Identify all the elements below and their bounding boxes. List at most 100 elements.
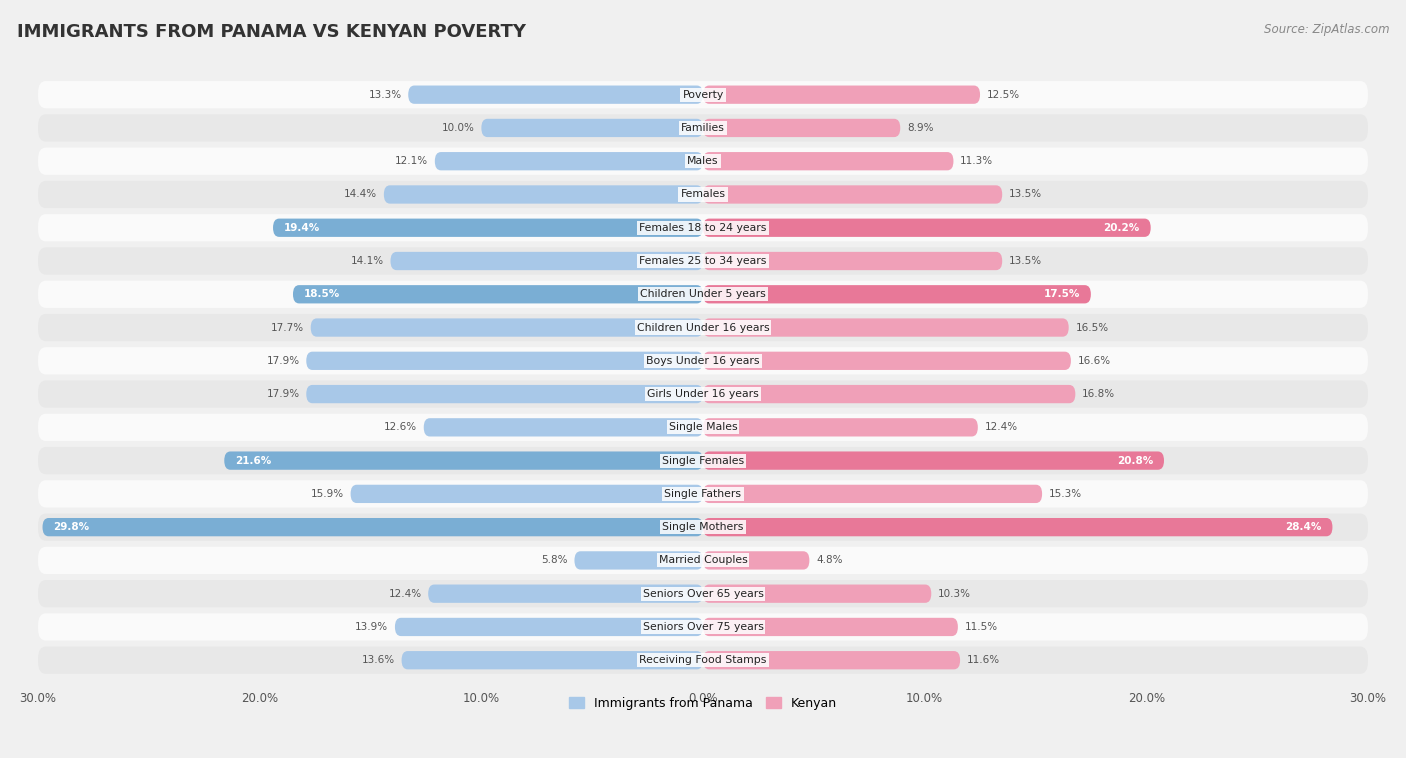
Text: Seniors Over 75 years: Seniors Over 75 years	[643, 622, 763, 632]
Text: Single Mothers: Single Mothers	[662, 522, 744, 532]
Text: 12.4%: 12.4%	[984, 422, 1018, 432]
FancyBboxPatch shape	[42, 518, 703, 537]
Text: 19.4%: 19.4%	[284, 223, 321, 233]
Text: 20.8%: 20.8%	[1116, 456, 1153, 465]
FancyBboxPatch shape	[391, 252, 703, 270]
Legend: Immigrants from Panama, Kenyan: Immigrants from Panama, Kenyan	[564, 691, 842, 715]
FancyBboxPatch shape	[703, 185, 1002, 204]
FancyBboxPatch shape	[703, 651, 960, 669]
FancyBboxPatch shape	[292, 285, 703, 303]
Text: 10.3%: 10.3%	[938, 589, 972, 599]
FancyBboxPatch shape	[408, 86, 703, 104]
FancyBboxPatch shape	[703, 551, 810, 569]
FancyBboxPatch shape	[38, 214, 1368, 241]
Text: 10.0%: 10.0%	[441, 123, 475, 133]
FancyBboxPatch shape	[384, 185, 703, 204]
FancyBboxPatch shape	[703, 218, 1150, 237]
FancyBboxPatch shape	[307, 352, 703, 370]
FancyBboxPatch shape	[38, 181, 1368, 208]
Text: 28.4%: 28.4%	[1285, 522, 1322, 532]
Text: Females 25 to 34 years: Females 25 to 34 years	[640, 256, 766, 266]
Text: Source: ZipAtlas.com: Source: ZipAtlas.com	[1264, 23, 1389, 36]
Text: 29.8%: 29.8%	[53, 522, 90, 532]
FancyBboxPatch shape	[38, 447, 1368, 475]
Text: 8.9%: 8.9%	[907, 123, 934, 133]
FancyBboxPatch shape	[703, 352, 1071, 370]
Text: 15.3%: 15.3%	[1049, 489, 1081, 499]
FancyBboxPatch shape	[703, 285, 1091, 303]
FancyBboxPatch shape	[38, 414, 1368, 441]
FancyBboxPatch shape	[38, 613, 1368, 641]
FancyBboxPatch shape	[703, 86, 980, 104]
Text: 17.9%: 17.9%	[267, 356, 299, 366]
FancyBboxPatch shape	[703, 252, 1002, 270]
Text: Receiving Food Stamps: Receiving Food Stamps	[640, 655, 766, 666]
FancyBboxPatch shape	[38, 647, 1368, 674]
Text: 12.4%: 12.4%	[388, 589, 422, 599]
Text: 13.5%: 13.5%	[1010, 256, 1042, 266]
FancyBboxPatch shape	[38, 280, 1368, 308]
FancyBboxPatch shape	[703, 385, 1076, 403]
FancyBboxPatch shape	[703, 452, 1164, 470]
Text: 12.6%: 12.6%	[384, 422, 418, 432]
FancyBboxPatch shape	[429, 584, 703, 603]
FancyBboxPatch shape	[703, 418, 977, 437]
Text: 14.1%: 14.1%	[350, 256, 384, 266]
Text: Children Under 16 years: Children Under 16 years	[637, 323, 769, 333]
Text: Females: Females	[681, 190, 725, 199]
FancyBboxPatch shape	[350, 484, 703, 503]
Text: Seniors Over 65 years: Seniors Over 65 years	[643, 589, 763, 599]
Text: 15.9%: 15.9%	[311, 489, 344, 499]
Text: 5.8%: 5.8%	[541, 556, 568, 565]
Text: 16.8%: 16.8%	[1083, 389, 1115, 399]
Text: Males: Males	[688, 156, 718, 166]
FancyBboxPatch shape	[38, 81, 1368, 108]
Text: Single Fathers: Single Fathers	[665, 489, 741, 499]
FancyBboxPatch shape	[703, 152, 953, 171]
Text: Children Under 5 years: Children Under 5 years	[640, 290, 766, 299]
Text: 4.8%: 4.8%	[815, 556, 842, 565]
FancyBboxPatch shape	[38, 347, 1368, 374]
FancyBboxPatch shape	[703, 584, 931, 603]
FancyBboxPatch shape	[703, 518, 1333, 537]
FancyBboxPatch shape	[434, 152, 703, 171]
FancyBboxPatch shape	[38, 314, 1368, 341]
FancyBboxPatch shape	[703, 484, 1042, 503]
Text: 17.9%: 17.9%	[267, 389, 299, 399]
FancyBboxPatch shape	[703, 318, 1069, 337]
Text: 18.5%: 18.5%	[304, 290, 340, 299]
FancyBboxPatch shape	[38, 247, 1368, 274]
FancyBboxPatch shape	[38, 481, 1368, 508]
Text: Single Females: Single Females	[662, 456, 744, 465]
FancyBboxPatch shape	[38, 148, 1368, 175]
FancyBboxPatch shape	[703, 119, 900, 137]
FancyBboxPatch shape	[481, 119, 703, 137]
FancyBboxPatch shape	[307, 385, 703, 403]
Text: 13.9%: 13.9%	[356, 622, 388, 632]
Text: Boys Under 16 years: Boys Under 16 years	[647, 356, 759, 366]
Text: 11.6%: 11.6%	[967, 655, 1000, 666]
Text: Females 18 to 24 years: Females 18 to 24 years	[640, 223, 766, 233]
Text: 12.1%: 12.1%	[395, 156, 429, 166]
Text: 13.5%: 13.5%	[1010, 190, 1042, 199]
Text: 13.6%: 13.6%	[361, 655, 395, 666]
Text: IMMIGRANTS FROM PANAMA VS KENYAN POVERTY: IMMIGRANTS FROM PANAMA VS KENYAN POVERTY	[17, 23, 526, 41]
FancyBboxPatch shape	[38, 381, 1368, 408]
FancyBboxPatch shape	[311, 318, 703, 337]
Text: Married Couples: Married Couples	[658, 556, 748, 565]
FancyBboxPatch shape	[402, 651, 703, 669]
FancyBboxPatch shape	[703, 618, 957, 636]
FancyBboxPatch shape	[38, 114, 1368, 142]
FancyBboxPatch shape	[38, 513, 1368, 540]
Text: Poverty: Poverty	[682, 89, 724, 99]
FancyBboxPatch shape	[38, 547, 1368, 574]
Text: 17.7%: 17.7%	[271, 323, 304, 333]
FancyBboxPatch shape	[225, 452, 703, 470]
Text: 16.6%: 16.6%	[1077, 356, 1111, 366]
Text: Families: Families	[681, 123, 725, 133]
Text: 14.4%: 14.4%	[344, 190, 377, 199]
Text: 13.3%: 13.3%	[368, 89, 402, 99]
Text: 16.5%: 16.5%	[1076, 323, 1108, 333]
FancyBboxPatch shape	[423, 418, 703, 437]
FancyBboxPatch shape	[395, 618, 703, 636]
